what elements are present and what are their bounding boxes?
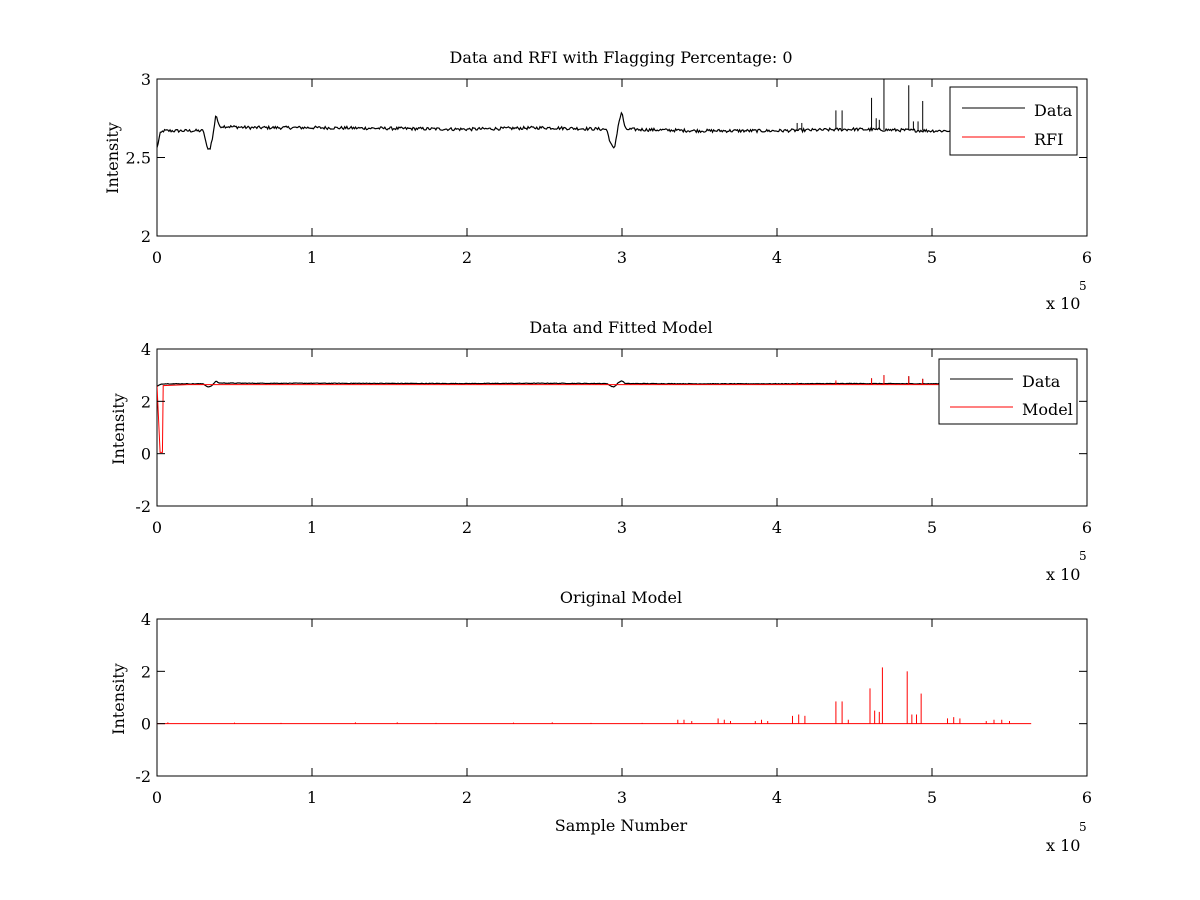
y-tick-label: 2 [141, 392, 151, 411]
y-tick-label: -2 [135, 767, 151, 786]
x-tick-label: 4 [772, 518, 782, 537]
x-tick-label: 4 [772, 788, 782, 807]
x-tick-label: 0 [152, 788, 162, 807]
panel-1: Data and RFI with Flagging Percentage: 0… [103, 48, 1092, 313]
panel-1-x-exponent-base: x 10 [1046, 294, 1080, 313]
y-tick-label: 4 [141, 340, 151, 359]
panel-2-legend: Data Model [938, 358, 1078, 425]
panel-2-ylabel: Intensity [109, 393, 128, 465]
x-tick-label: 6 [1082, 788, 1092, 807]
panel-3-plot [156, 618, 1088, 777]
y-tick-label: 0 [141, 445, 151, 464]
panel-2-series-model [157, 375, 994, 453]
x-tick-label: 2 [462, 248, 472, 267]
panel-2-x-exponent-power: 5 [1079, 549, 1087, 563]
y-tick-label: 2 [141, 662, 151, 681]
panel-3-yticks: -2 0 2 4 [135, 610, 1087, 786]
panel-1-title: Data and RFI with Flagging Percentage: 0 [449, 48, 792, 67]
x-tick-label: 5 [927, 788, 937, 807]
panel-2-title: Data and Fitted Model [529, 318, 712, 337]
panel-3-x-exponent-power: 5 [1079, 820, 1087, 834]
x-tick-label: 6 [1082, 248, 1092, 267]
x-tick-label: 3 [617, 788, 627, 807]
panel-1-ylabel: Intensity [103, 122, 122, 194]
x-tick-label: 2 [462, 518, 472, 537]
y-tick-label: -2 [135, 497, 151, 516]
panel-2-legend-model-label: Model [1022, 400, 1073, 419]
panel-2-yticks: -2 0 2 4 [135, 340, 1087, 516]
panel-1-legend: Data RFI [949, 86, 1078, 156]
x-tick-label: 0 [152, 248, 162, 267]
x-tick-label: 1 [307, 518, 317, 537]
panel-2-xticks: 0 1 2 3 4 5 6 [152, 349, 1092, 537]
y-tick-label: 3 [141, 70, 151, 89]
x-tick-label: 1 [307, 788, 317, 807]
panel-3-title: Original Model [560, 588, 682, 607]
panel-3-xlabel: Sample Number [555, 816, 688, 835]
x-tick-label: 5 [927, 518, 937, 537]
panel-2-x-exponent-base: x 10 [1046, 565, 1080, 584]
x-tick-label: 6 [1082, 518, 1092, 537]
panel-3-x-exponent-base: x 10 [1046, 836, 1080, 855]
panel-2-legend-box [938, 358, 1078, 425]
x-tick-label: 4 [772, 248, 782, 267]
x-tick-label: 1 [307, 248, 317, 267]
panel-1-legend-rfi-label: RFI [1034, 130, 1063, 149]
x-tick-label: 2 [462, 788, 472, 807]
panel-3-series-model-0 [157, 667, 1032, 725]
panel-3-ylabel: Intensity [109, 663, 128, 735]
x-tick-label: 0 [152, 518, 162, 537]
panel-1-x-exponent-power: 5 [1079, 279, 1087, 293]
panel-3-xticks: 0 1 2 3 4 5 6 [152, 619, 1092, 807]
panel-1-yticks: 22.53 [126, 70, 1087, 246]
panel-1-legend-box [949, 86, 1078, 156]
x-tick-label: 5 [927, 248, 937, 267]
panel-1-series-data-line [157, 111, 994, 150]
x-tick-label: 3 [617, 248, 627, 267]
panel-1-legend-data-label: Data [1034, 101, 1073, 120]
y-tick-label: 4 [141, 610, 151, 629]
panel-1-xticks: 0 1 2 3 4 5 6 [152, 79, 1092, 267]
panel-2-legend-data-label: Data [1022, 372, 1061, 391]
panel-2-series-data-line [157, 380, 994, 388]
y-tick-label: 2 [141, 227, 151, 246]
x-tick-label: 3 [617, 518, 627, 537]
panel-2-series-model-line [157, 384, 994, 453]
y-tick-label: 2.5 [126, 149, 151, 168]
y-tick-label: 0 [141, 715, 151, 734]
panel-1-series-data [157, 79, 994, 150]
